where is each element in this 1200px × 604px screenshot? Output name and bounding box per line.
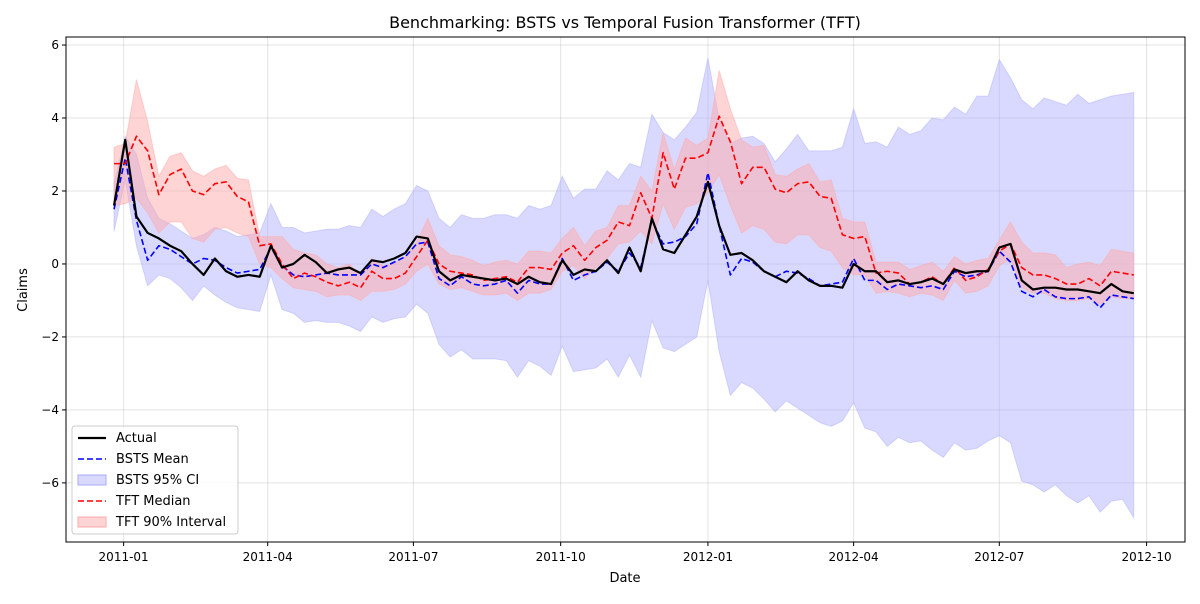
y-tick-label: −6 [41,476,59,490]
lines [112,115,1134,309]
legend-box [71,425,239,535]
grid [66,37,1185,542]
legend-tft-interval-swatch [77,516,107,528]
y-axis: 6 4 2 0 −2 −4 −6 [41,38,66,490]
legend-tft-median-label: TFT Median [115,494,191,509]
legend-bsts-mean-label: BSTS Mean [116,452,189,467]
chart-title: Benchmarking: BSTS vs Temporal Fusion Tr… [389,13,861,32]
x-tick-label: 2011-04 [243,550,293,564]
y-tick-label: 6 [51,38,59,52]
y-tick-label: 0 [51,257,59,271]
y-tick-label: 2 [51,184,59,198]
x-tick-label: 2011-01 [99,550,149,564]
legend-bsts-ci-swatch [77,474,107,486]
legend-tft-interval-label: TFT 90% Interval [115,515,226,530]
bands [113,57,1135,520]
x-tick-label: 2011-07 [388,550,438,564]
x-axis-label: Date [609,571,640,586]
legend-actual-label: Actual [116,431,157,446]
y-tick-label: −4 [41,403,59,417]
x-tick-label: 2012-07 [974,550,1024,564]
plot-frame [65,36,1186,543]
x-tick-label: 2011-10 [536,550,586,564]
x-tick-label: 2012-04 [829,550,879,564]
y-axis-label: Claims [16,268,31,312]
legend-bsts-ci-label: BSTS 95% CI [116,473,199,488]
legend: Actual BSTS Mean BSTS 95% CI TFT Median TFT … [71,425,239,535]
x-tick-label: 2012-01 [683,550,733,564]
bsts-ci-band [113,57,1135,520]
y-tick-label: −2 [41,330,59,344]
actual-line [112,138,1134,295]
x-tick-label: 2012-10 [1122,550,1172,564]
x-axis: 2011-01 2011-04 2011-07 2011-10 2012-01 2012-… [99,542,1172,564]
y-tick-label: 4 [51,111,59,125]
